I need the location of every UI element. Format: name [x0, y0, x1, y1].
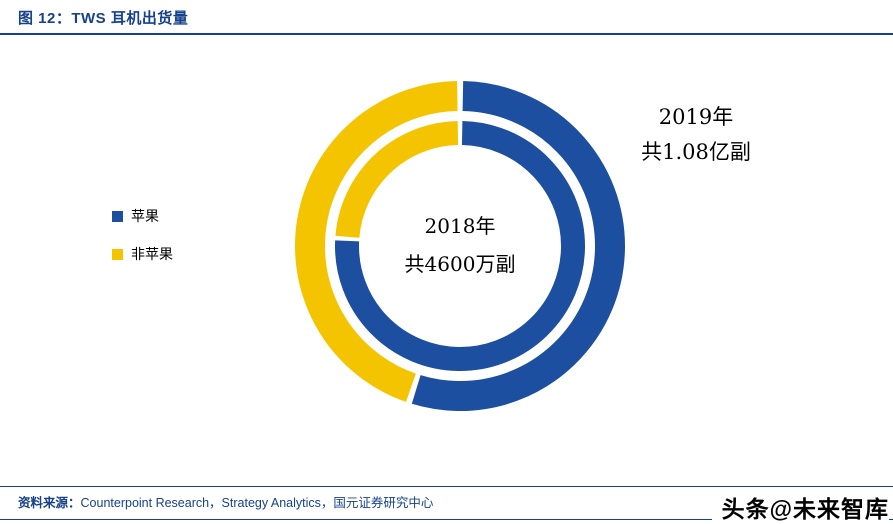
source-label: 资料来源： — [18, 496, 81, 510]
header-divider — [0, 33, 893, 35]
inner-ring-total: 共4600万副 — [404, 252, 516, 276]
bottom-divider — [0, 519, 893, 520]
legend-label-non-apple: 非苹果 — [131, 246, 173, 262]
legend-swatch-non-apple — [112, 248, 123, 260]
legend-swatch-apple — [112, 210, 123, 222]
figure-title: 图 12：TWS 耳机出货量 — [18, 10, 189, 27]
donut-segment-2018-non-apple — [335, 121, 585, 372]
legend-item-apple: 苹果 — [112, 204, 173, 228]
source-divider — [0, 486, 893, 487]
donut-chart — [295, 80, 625, 411]
donut-segment-2019-apple — [295, 80, 625, 411]
legend-label-apple: 苹果 — [131, 208, 159, 224]
donut-segment-2018-apple — [335, 120, 585, 371]
inner-ring-label: 2018年 共4600万副 — [360, 207, 560, 283]
source-text: Counterpoint Research，Strategy Analytics… — [80, 496, 434, 510]
source-note: 资料来源：Counterpoint Research，Strategy Anal… — [18, 492, 433, 511]
figure-header: 图 12：TWS 耳机出货量 — [18, 7, 188, 28]
outer-ring-total: 共1.08亿副 — [641, 140, 751, 164]
watermark: 头条@未来智库 — [711, 490, 889, 524]
legend-item-non-apple: 非苹果 — [112, 242, 173, 266]
chart-legend: 苹果 非苹果 — [112, 204, 173, 280]
outer-ring-label: 2019年 共1.08亿副 — [598, 100, 794, 170]
inner-ring-year: 2018年 — [424, 214, 496, 238]
outer-ring-year: 2019年 — [658, 105, 734, 129]
